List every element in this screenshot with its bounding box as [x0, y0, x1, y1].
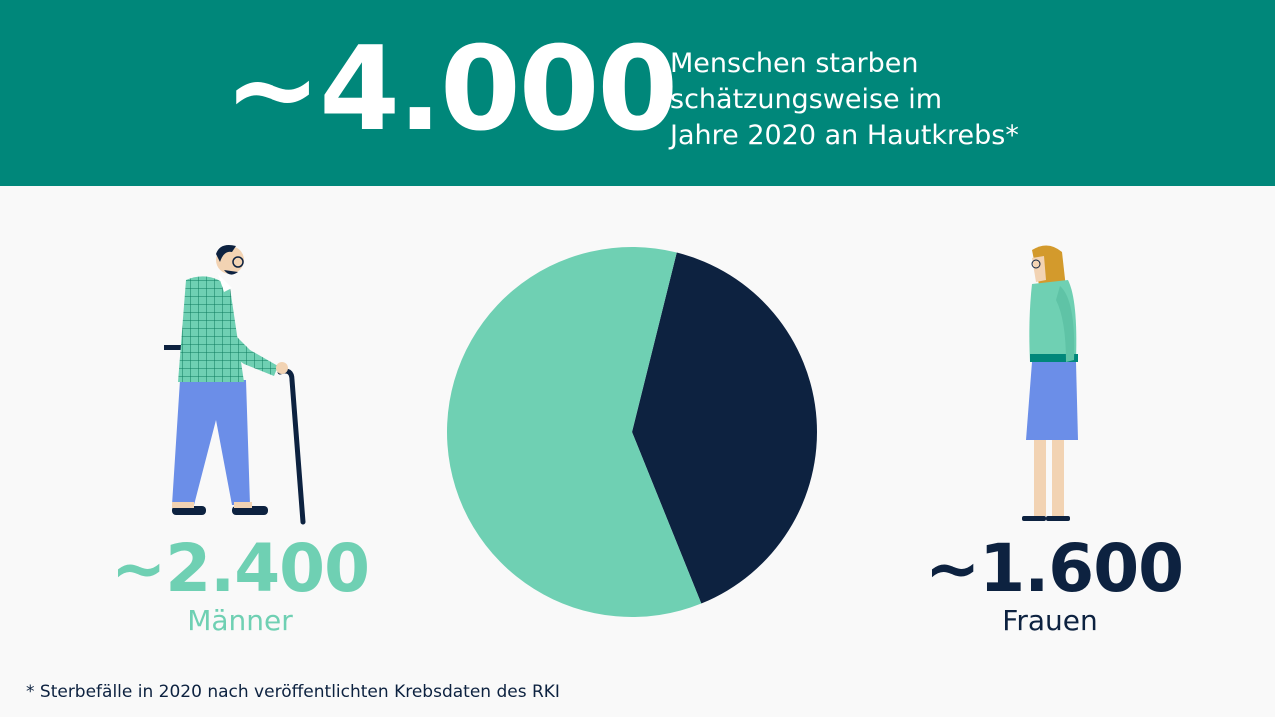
header-banner: ~4.000 Menschen starben schätzungsweise …: [0, 0, 1275, 186]
subtitle-line-3: Jahre 2020 an Hautkrebs*: [670, 120, 1019, 151]
header-subtitle: Menschen starben schätzungsweise im Jahr…: [670, 46, 1090, 154]
women-label: Frauen: [1002, 604, 1098, 637]
pie-slice-women: [632, 252, 817, 604]
footnote: * Sterbefälle in 2020 nach veröffentlich…: [26, 682, 560, 702]
subtitle-line-1: Menschen starben: [670, 48, 919, 79]
pie-slice-men: [446, 246, 702, 617]
subtitle-line-2: schätzungsweise im: [670, 84, 943, 115]
elderly-man-with-cane-icon: [164, 245, 306, 525]
women-stat: ~1.600 Frauen: [925, 530, 1184, 638]
men-label: Männer: [187, 604, 293, 637]
woman-standing-icon: [1022, 245, 1078, 521]
total-deaths-number: ~4.000: [224, 22, 678, 157]
men-count: ~2.400: [110, 530, 370, 607]
women-count: ~1.600: [925, 530, 1184, 607]
men-stat: ~2.400 Männer: [110, 534, 370, 638]
